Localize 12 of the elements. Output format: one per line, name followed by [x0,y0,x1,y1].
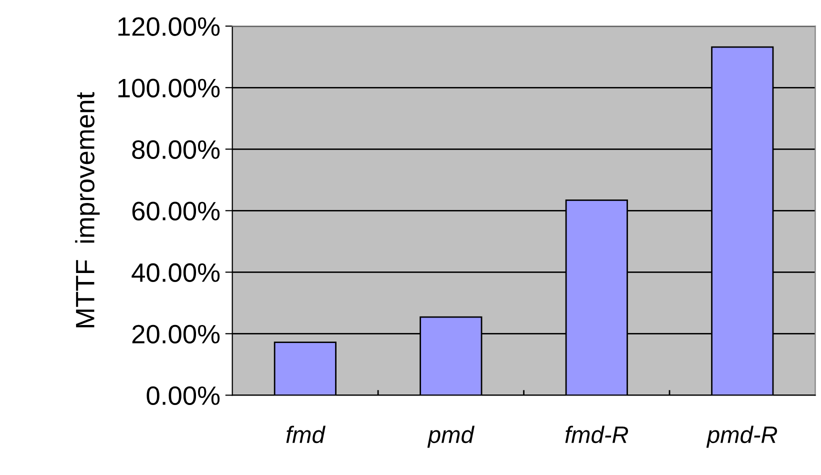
y-tick-label: 80.00% [132,140,220,159]
y-tick-label: 40.00% [132,263,220,282]
x-tick-label: fmd-R [565,426,628,444]
y-tick-label: 20.00% [132,324,220,344]
y-tick-label: 100.00% [118,78,220,98]
y-tick-label: 120.00% [118,17,220,36]
x-tick-label: pmd [427,426,475,448]
x-tick-label: pmd-R [706,426,778,448]
y-tick-label: 60.00% [132,202,220,220]
x-tick-label: fmd [286,426,326,444]
y-axis-title: MTTF improvement [75,92,100,328]
y-tick-label: 0.00% [146,386,220,406]
